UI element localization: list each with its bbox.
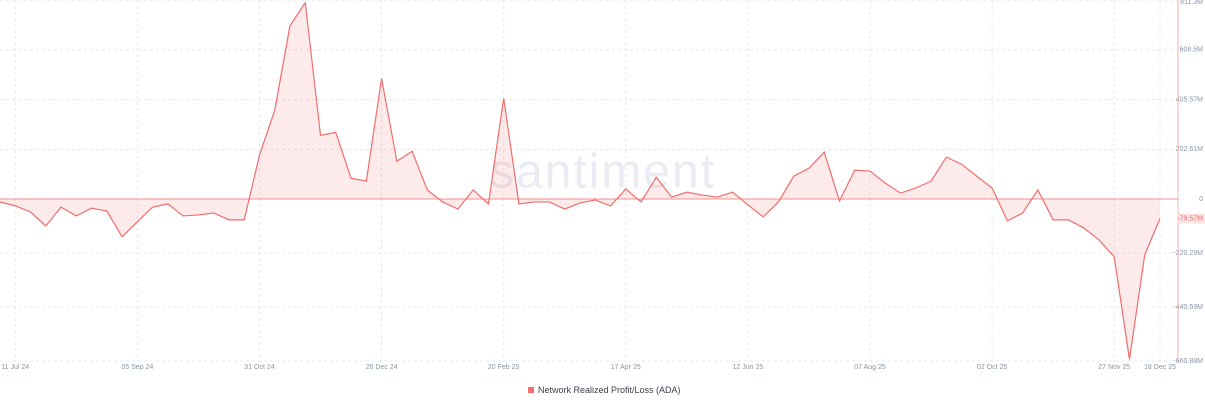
x-tick-label: 31 Oct 24 bbox=[244, 364, 274, 371]
x-tick-label: 27 Nov 25 bbox=[1098, 364, 1130, 371]
y-tick-label: -220.29M bbox=[1173, 250, 1203, 257]
y-tick-label: 405.57M bbox=[1176, 96, 1203, 103]
y-tick-label: -440.59M bbox=[1173, 304, 1203, 311]
x-tick-label: 17 Apr 25 bbox=[611, 364, 641, 371]
x-tick-label: 12 Jun 25 bbox=[733, 364, 764, 371]
y-tick-label: 608.5M bbox=[1180, 47, 1204, 54]
x-tick-label: 11 Jul 24 bbox=[1, 364, 29, 371]
legend-label: Network Realized Profit/Loss (ADA) bbox=[538, 385, 681, 395]
legend-swatch bbox=[528, 387, 534, 393]
y-tick-label: -660.88M bbox=[1173, 358, 1203, 365]
watermark: santiment bbox=[490, 146, 716, 199]
y-tick-label: 811.3M bbox=[1180, 0, 1203, 6]
last-value-label: -79.57M bbox=[1177, 215, 1203, 222]
x-tick-label: 18 Dec 25 bbox=[1144, 364, 1176, 371]
x-tick-label: 20 Feb 25 bbox=[488, 364, 520, 371]
y-tick-label: 202.61M bbox=[1176, 146, 1203, 153]
last-value-box bbox=[1179, 213, 1205, 224]
x-tick-label: 05 Sep 24 bbox=[121, 364, 153, 371]
x-tick-label: 07 Aug 25 bbox=[854, 364, 886, 371]
line bbox=[0, 0, 1161, 360]
x-tick-label: 02 Oct 25 bbox=[977, 364, 1007, 371]
area bbox=[0, 2, 1160, 360]
y-tick-label: 0 bbox=[1199, 196, 1203, 203]
x-tick-label: 26 Dec 24 bbox=[366, 364, 398, 371]
